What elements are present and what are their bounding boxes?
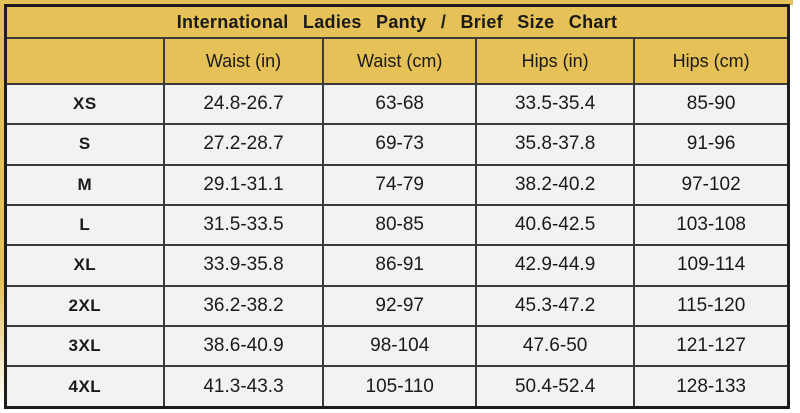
measurement-value: 74-79 xyxy=(322,163,478,206)
size-label: 3XL xyxy=(4,324,165,368)
size-label: 4XL xyxy=(4,365,165,409)
size-label: S xyxy=(4,123,165,166)
column-header-size xyxy=(4,37,165,85)
measurement-value: 80-85 xyxy=(322,203,478,247)
size-label: XL xyxy=(4,244,165,287)
measurement-value: 115-120 xyxy=(633,284,790,327)
size-label: L xyxy=(4,203,165,247)
table-row: XL 33.9-35.8 86-91 42.9-44.9 109-114 xyxy=(4,244,790,287)
measurement-value: 91-96 xyxy=(633,123,790,166)
table-row: 4XL 41.3-43.3 105-110 50.4-52.4 128-133 xyxy=(4,365,790,409)
size-chart-table: International Ladies Panty / Brief Size … xyxy=(4,4,790,409)
measurement-value: 109-114 xyxy=(633,244,790,287)
measurement-value: 105-110 xyxy=(322,365,478,409)
measurement-value: 103-108 xyxy=(633,203,790,247)
measurement-value: 41.3-43.3 xyxy=(162,365,325,409)
measurement-value: 31.5-33.5 xyxy=(162,203,325,247)
column-header: Waist (in) xyxy=(162,37,325,85)
chart-title: International Ladies Panty / Brief Size … xyxy=(4,4,790,39)
measurement-value: 98-104 xyxy=(322,324,478,368)
measurement-value: 36.2-38.2 xyxy=(162,284,325,327)
measurement-value: 35.8-37.8 xyxy=(475,123,636,166)
size-label: 2XL xyxy=(4,284,165,327)
measurement-value: 38.6-40.9 xyxy=(162,324,325,368)
size-label: XS xyxy=(4,82,165,126)
column-header: Waist (cm) xyxy=(322,37,478,85)
size-label: M xyxy=(4,163,165,206)
gold-top-edge xyxy=(0,0,793,5)
table-row: XS 24.8-26.7 63-68 33.5-35.4 85-90 xyxy=(4,82,790,126)
measurement-value: 85-90 xyxy=(633,82,790,126)
measurement-value: 69-73 xyxy=(322,123,478,166)
measurement-value: 50.4-52.4 xyxy=(475,365,636,409)
measurement-value: 40.6-42.5 xyxy=(475,203,636,247)
measurement-value: 29.1-31.1 xyxy=(162,163,325,206)
measurement-value: 45.3-47.2 xyxy=(475,284,636,327)
measurement-value: 33.5-35.4 xyxy=(475,82,636,126)
column-header: Hips (cm) xyxy=(633,37,790,85)
measurement-value: 42.9-44.9 xyxy=(475,244,636,287)
measurement-value: 97-102 xyxy=(633,163,790,206)
measurement-value: 24.8-26.7 xyxy=(162,82,325,126)
column-header-row: Waist (in) Waist (cm) Hips (in) Hips (cm) xyxy=(4,37,790,85)
measurement-value: 47.6-50 xyxy=(475,324,636,368)
column-header: Hips (in) xyxy=(475,37,636,85)
gold-left-edge xyxy=(0,0,5,404)
table-row: L 31.5-33.5 80-85 40.6-42.5 103-108 xyxy=(4,203,790,247)
measurement-value: 38.2-40.2 xyxy=(475,163,636,206)
table-row: S 27.2-28.7 69-73 35.8-37.8 91-96 xyxy=(4,123,790,166)
measurement-value: 33.9-35.8 xyxy=(162,244,325,287)
measurement-value: 86-91 xyxy=(322,244,478,287)
measurement-value: 63-68 xyxy=(322,82,478,126)
measurement-value: 121-127 xyxy=(633,324,790,368)
table-row: 2XL 36.2-38.2 92-97 45.3-47.2 115-120 xyxy=(4,284,790,327)
table-row: M 29.1-31.1 74-79 38.2-40.2 97-102 xyxy=(4,163,790,206)
measurement-value: 92-97 xyxy=(322,284,478,327)
table-body: XS 24.8-26.7 63-68 33.5-35.4 85-90 S 27.2-28.7… xyxy=(4,82,790,409)
table-row: 3XL 38.6-40.9 98-104 47.6-50 121-127 xyxy=(4,324,790,368)
title-row: International Ladies Panty / Brief Size … xyxy=(4,4,790,39)
measurement-value: 27.2-28.7 xyxy=(162,123,325,166)
measurement-value: 128-133 xyxy=(633,365,790,409)
